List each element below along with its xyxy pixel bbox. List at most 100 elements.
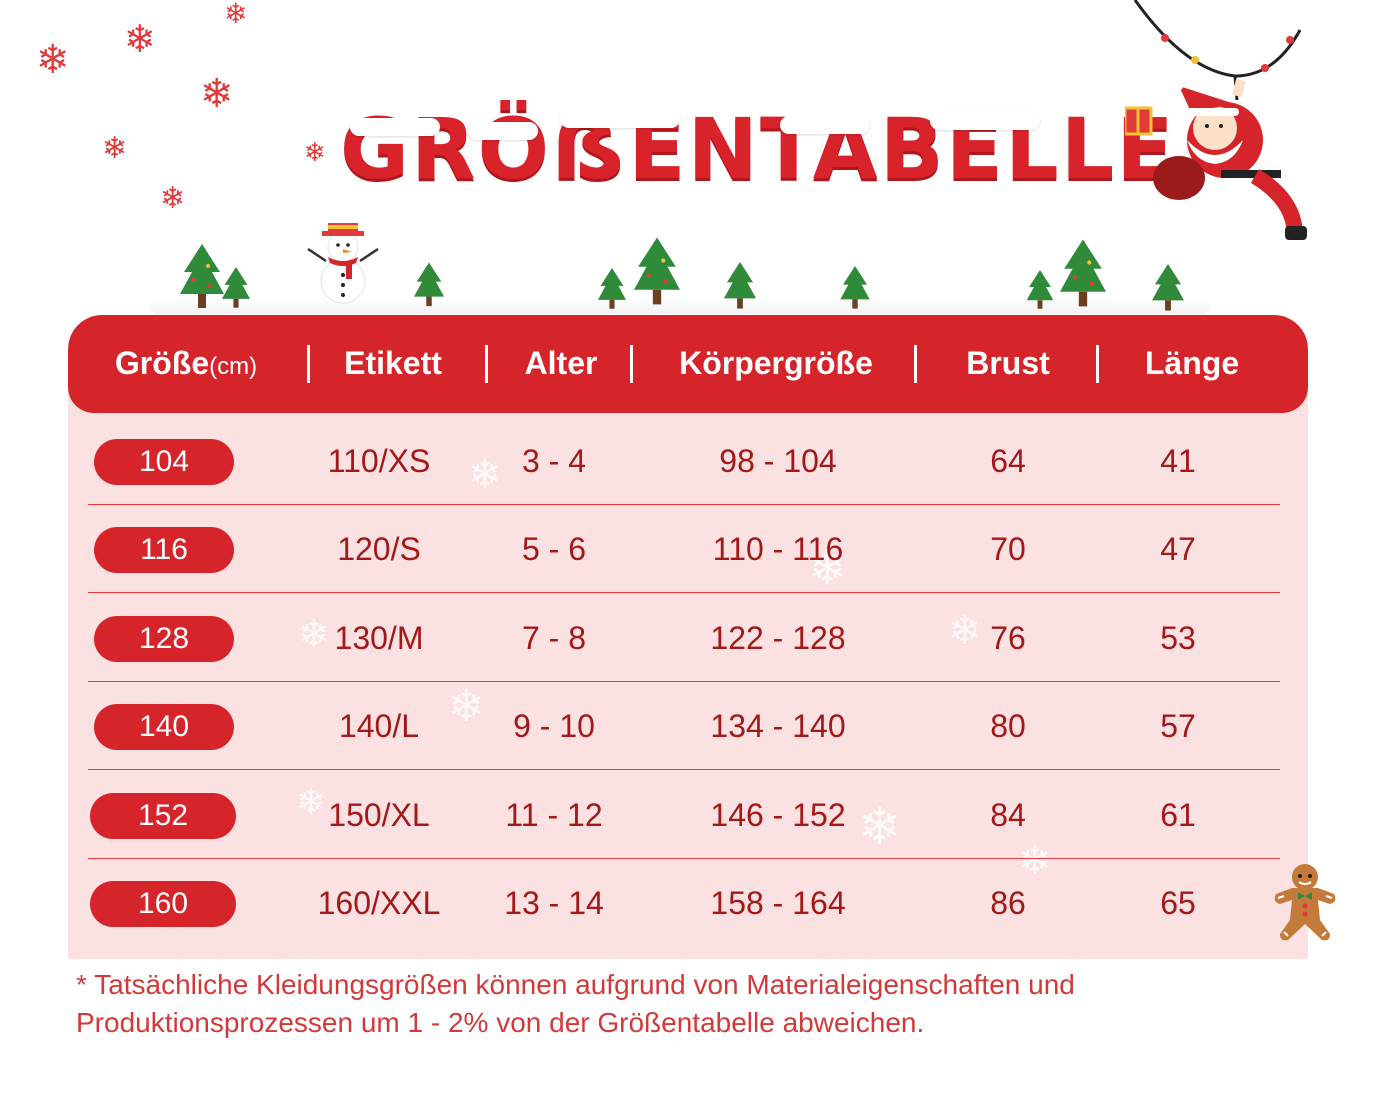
- row-divider: [88, 680, 1280, 682]
- cell-chest: 76: [990, 620, 1026, 656]
- snowman-icon: [307, 223, 379, 304]
- header-age: Alter: [524, 345, 598, 381]
- snowflake-icon: ❄: [448, 681, 485, 732]
- cell-length: 61: [1160, 797, 1196, 833]
- snowflake-icon: ❄: [224, 0, 248, 30]
- snowflake-icon: ❄: [102, 131, 128, 166]
- cell-age: 11 - 12: [505, 797, 603, 833]
- footnote-line-1: * Tatsächliche Kleidungsgrößen können au…: [76, 966, 1296, 1004]
- snowflake-icon: ❄: [948, 608, 982, 654]
- title-snow-cap: [350, 118, 440, 136]
- header-separator: [630, 345, 633, 383]
- cell-age: 13 - 14: [504, 885, 604, 921]
- cell-height: 122 - 128: [710, 620, 846, 656]
- cell-length: 47: [1160, 531, 1196, 567]
- cell-height: 158 - 164: [710, 885, 846, 921]
- christmas-tree-icon: [414, 262, 444, 307]
- table-row: 152 150/XL 11 - 12 146 - 152 84 61: [68, 771, 1308, 859]
- cell-length: 53: [1160, 620, 1196, 656]
- cell-age: 9 - 10: [513, 708, 595, 744]
- snowflake-icon: ❄: [298, 612, 330, 656]
- table-row: 116 120/S 5 - 6 110 - 116 70 47: [68, 505, 1308, 593]
- header-size-unit: (cm): [209, 353, 258, 380]
- header-size-label: Größe: [114, 345, 210, 381]
- size-pill: 128: [94, 616, 234, 662]
- size-pill: 104: [94, 439, 234, 485]
- cell-length: 57: [1160, 708, 1196, 744]
- christmas-tree-icon: [724, 262, 756, 309]
- cell-age: 5 - 6: [521, 531, 587, 567]
- footnote-text-2: Produktionsprozessen um 1 - 2% von der G…: [76, 1007, 925, 1038]
- table-row: 128 130/M 7 - 8 122 - 128 76 53: [68, 594, 1308, 682]
- snowflake-icon: ❄: [858, 797, 902, 857]
- cell-chest: 86: [990, 885, 1026, 921]
- row-divider: [88, 503, 1280, 505]
- cell-age: 7 - 8: [521, 620, 587, 656]
- size-pill: 140: [94, 704, 234, 750]
- title-snow-cap: [560, 110, 680, 128]
- snowflake-icon: ❄: [296, 782, 327, 823]
- cell-chest: 84: [990, 797, 1026, 833]
- footnote: * Tatsächliche Kleidungsgrößen können au…: [76, 966, 1296, 1042]
- cell-length: 41: [1160, 443, 1196, 479]
- cell-age: 3 - 4: [521, 443, 587, 479]
- cell-label: 120/S: [337, 531, 421, 567]
- santa-icon: [1125, 0, 1307, 240]
- header-separator: [307, 345, 310, 383]
- table-row: 140 140/L 9 - 10 134 - 140 80 57: [68, 682, 1308, 770]
- cell-height: 146 - 152: [710, 797, 846, 833]
- snow-ground: [150, 298, 1210, 314]
- christmas-tree-icon: [1026, 270, 1054, 309]
- cell-label: 110/XS: [327, 443, 431, 479]
- size-pill: 152: [90, 793, 236, 839]
- snowflake-icon: ❄: [200, 71, 234, 117]
- title-snow-cap: [780, 116, 870, 134]
- header-chest: Brust: [966, 345, 1050, 381]
- header-height: Körpergröße: [679, 345, 873, 381]
- table-header: Größe(cm) Etikett Alter Körpergröße Brus…: [68, 315, 1308, 413]
- cell-label: 140/L: [338, 708, 420, 744]
- header-label: Etikett: [344, 345, 442, 381]
- cell-length: 65: [1160, 885, 1196, 921]
- christmas-tree-icon: [222, 267, 250, 308]
- snowflake-icon: ❄: [304, 138, 326, 168]
- table-row: 160 160/XXL 13 - 14 158 - 164 86 65: [68, 859, 1308, 947]
- gingerbread-man-icon: [1274, 864, 1336, 941]
- footnote-marker: *: [76, 969, 87, 1000]
- cell-label: 150/XL: [328, 797, 430, 833]
- cell-label: 130/M: [334, 620, 424, 656]
- snowflake-icon: ❄: [160, 181, 186, 216]
- snowflake-icon: ❄: [808, 541, 847, 595]
- christmas-tree-icon: [598, 268, 626, 309]
- title-snow-cap: [930, 112, 1040, 130]
- cell-chest: 70: [990, 531, 1026, 567]
- header-separator: [485, 345, 488, 383]
- row-divider: [88, 857, 1280, 859]
- christmas-tree-icon: [634, 237, 680, 305]
- row-divider: [88, 768, 1280, 770]
- header-size: Größe(cm): [96, 345, 276, 382]
- cell-chest: 80: [990, 708, 1026, 744]
- table-row: 104 110/XS 3 - 4 98 - 104 64 41: [68, 417, 1308, 505]
- size-pill: 160: [90, 881, 236, 927]
- snowflake-icon: ❄: [468, 452, 502, 498]
- christmas-tree-icon: [1060, 239, 1106, 307]
- snowflake-icon: ❄: [36, 37, 70, 83]
- footnote-text-1: Tatsächliche Kleidungsgrößen können aufg…: [94, 969, 1075, 1000]
- header-separator: [1096, 345, 1099, 383]
- size-table: Größe(cm) Etikett Alter Körpergröße Brus…: [68, 315, 1308, 959]
- cell-label: 160/XXL: [317, 885, 441, 921]
- title-snow-cap: [468, 122, 538, 140]
- cell-height: 98 - 104: [719, 443, 837, 479]
- christmas-tree-icon: [180, 244, 224, 308]
- header-separator: [914, 345, 917, 383]
- christmas-tree-icon: [1152, 264, 1184, 311]
- cell-chest: 64: [990, 443, 1026, 479]
- row-divider: [88, 591, 1280, 593]
- header-length: Länge: [1144, 345, 1240, 381]
- cell-height: 110 - 116: [712, 531, 844, 567]
- size-pill: 116: [94, 527, 234, 573]
- snowflake-icon: ❄: [124, 17, 156, 61]
- snowflake-icon: ❄: [1018, 838, 1052, 884]
- cell-height: 134 - 140: [710, 708, 846, 744]
